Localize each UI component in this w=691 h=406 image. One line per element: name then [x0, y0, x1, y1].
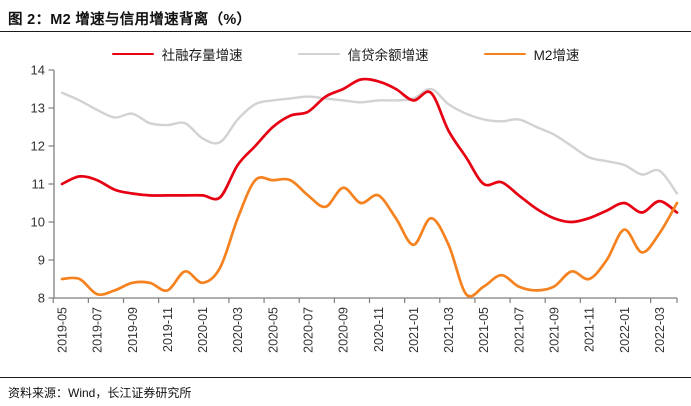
x-tick-label: 2022-01: [618, 307, 632, 353]
series-line-0: [60, 77, 679, 224]
legend-item-m2: M2增速: [483, 44, 580, 64]
series-line-1: [60, 87, 679, 195]
title-underline: [0, 31, 691, 32]
series-line-2: [60, 176, 679, 298]
legend-label: 信贷余额增速: [347, 48, 429, 63]
x-tick-label: 2021-07: [512, 307, 526, 353]
legend-item-shrong: 社融存量增速: [111, 44, 243, 64]
x-tick-label: 2021-09: [548, 307, 562, 353]
x-tick-label: 2019-11: [161, 307, 175, 352]
x-tick-label: 2019-09: [126, 307, 140, 353]
y-tick-label: 8: [38, 291, 45, 306]
footer-rule: [0, 377, 691, 378]
x-tick-label: 2022-03: [653, 307, 667, 353]
y-tick-label: 9: [38, 253, 45, 268]
source-note: 资料来源：Wind，长江证券研究所: [8, 386, 192, 400]
x-tick-label: 2021-11: [583, 307, 597, 352]
legend-label: 社融存量增速: [161, 48, 243, 63]
axis-lines: [53, 70, 677, 299]
legend-line-swatch-red: [111, 52, 154, 56]
x-tick-label: 2021-01: [407, 307, 421, 353]
x-tick-label: 2021-05: [477, 307, 491, 353]
legend-line-swatch-orange: [483, 52, 526, 56]
x-tick-label: 2020-05: [266, 307, 280, 353]
chart-legend: 社融存量增速 信贷余额增速 M2增速: [0, 44, 691, 64]
x-tick-label: 2021-03: [442, 307, 456, 353]
y-tick-label: 12: [31, 139, 45, 154]
legend-line-swatch-gray: [297, 52, 340, 56]
figure-title: 图 2：M2 增速与信用增速背离（%）: [8, 12, 252, 28]
x-tick-label: 2019-05: [56, 307, 70, 353]
x-tick-label: 2020-09: [337, 307, 351, 353]
y-tick-label: 13: [31, 101, 45, 116]
x-tick-label: 2019-07: [91, 307, 105, 353]
x-tick-label: 2020-11: [372, 307, 386, 352]
x-tick-label: 2020-03: [231, 307, 245, 353]
legend-label: M2增速: [533, 48, 580, 63]
y-tick-label: 14: [31, 63, 45, 78]
x-tick-label: 2020-07: [302, 307, 316, 353]
legend-item-credit: 信贷余额增速: [297, 44, 429, 64]
y-tick-label: 11: [32, 177, 46, 192]
x-tick-label: 2020-01: [196, 307, 210, 353]
y-tick-label: 10: [31, 215, 45, 230]
